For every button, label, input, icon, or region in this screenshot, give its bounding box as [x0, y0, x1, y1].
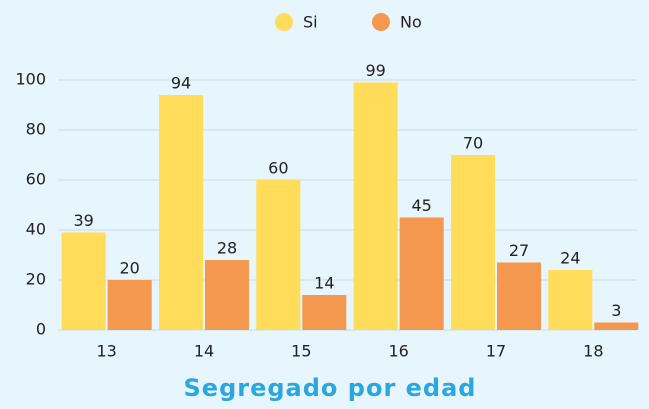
y-tick-label: 40	[26, 220, 46, 239]
bar	[594, 322, 639, 330]
bar	[451, 155, 495, 330]
legend-swatch	[372, 13, 390, 31]
bar	[256, 180, 301, 330]
bar	[302, 295, 347, 330]
data-label: 24	[560, 249, 580, 268]
bar	[548, 270, 593, 330]
data-label: 70	[463, 134, 483, 153]
y-tick-label: 100	[15, 70, 46, 89]
bar	[159, 95, 203, 330]
legend-label: Si	[303, 13, 318, 32]
y-tick-label: 60	[26, 170, 46, 189]
x-tick-label: 16	[388, 342, 408, 361]
data-label: 60	[268, 159, 288, 178]
chart-title: Segregado por edad	[184, 374, 477, 402]
x-tick-label: 18	[583, 342, 603, 361]
bar	[61, 232, 106, 330]
bar	[399, 217, 444, 330]
bar	[497, 262, 541, 330]
data-label: 94	[171, 74, 191, 93]
x-tick-label: 17	[486, 342, 506, 361]
data-label: 28	[217, 239, 237, 258]
y-tick-label: 80	[26, 120, 46, 139]
y-tick-label: 0	[36, 320, 46, 339]
bar	[107, 280, 152, 330]
x-tick-label: 13	[96, 342, 116, 361]
data-label: 3	[611, 301, 621, 320]
data-label: 39	[73, 211, 93, 230]
data-label: 45	[411, 196, 431, 215]
data-label: 27	[509, 241, 529, 260]
legend-swatch	[275, 13, 293, 31]
data-label: 99	[365, 61, 385, 80]
x-tick-label: 15	[291, 342, 311, 361]
x-tick-label: 14	[194, 342, 214, 361]
bar	[353, 82, 398, 330]
data-label: 20	[119, 259, 139, 278]
legend-label: No	[400, 13, 422, 32]
y-tick-label: 20	[26, 270, 46, 289]
data-label: 14	[314, 274, 334, 293]
bar	[205, 260, 249, 330]
